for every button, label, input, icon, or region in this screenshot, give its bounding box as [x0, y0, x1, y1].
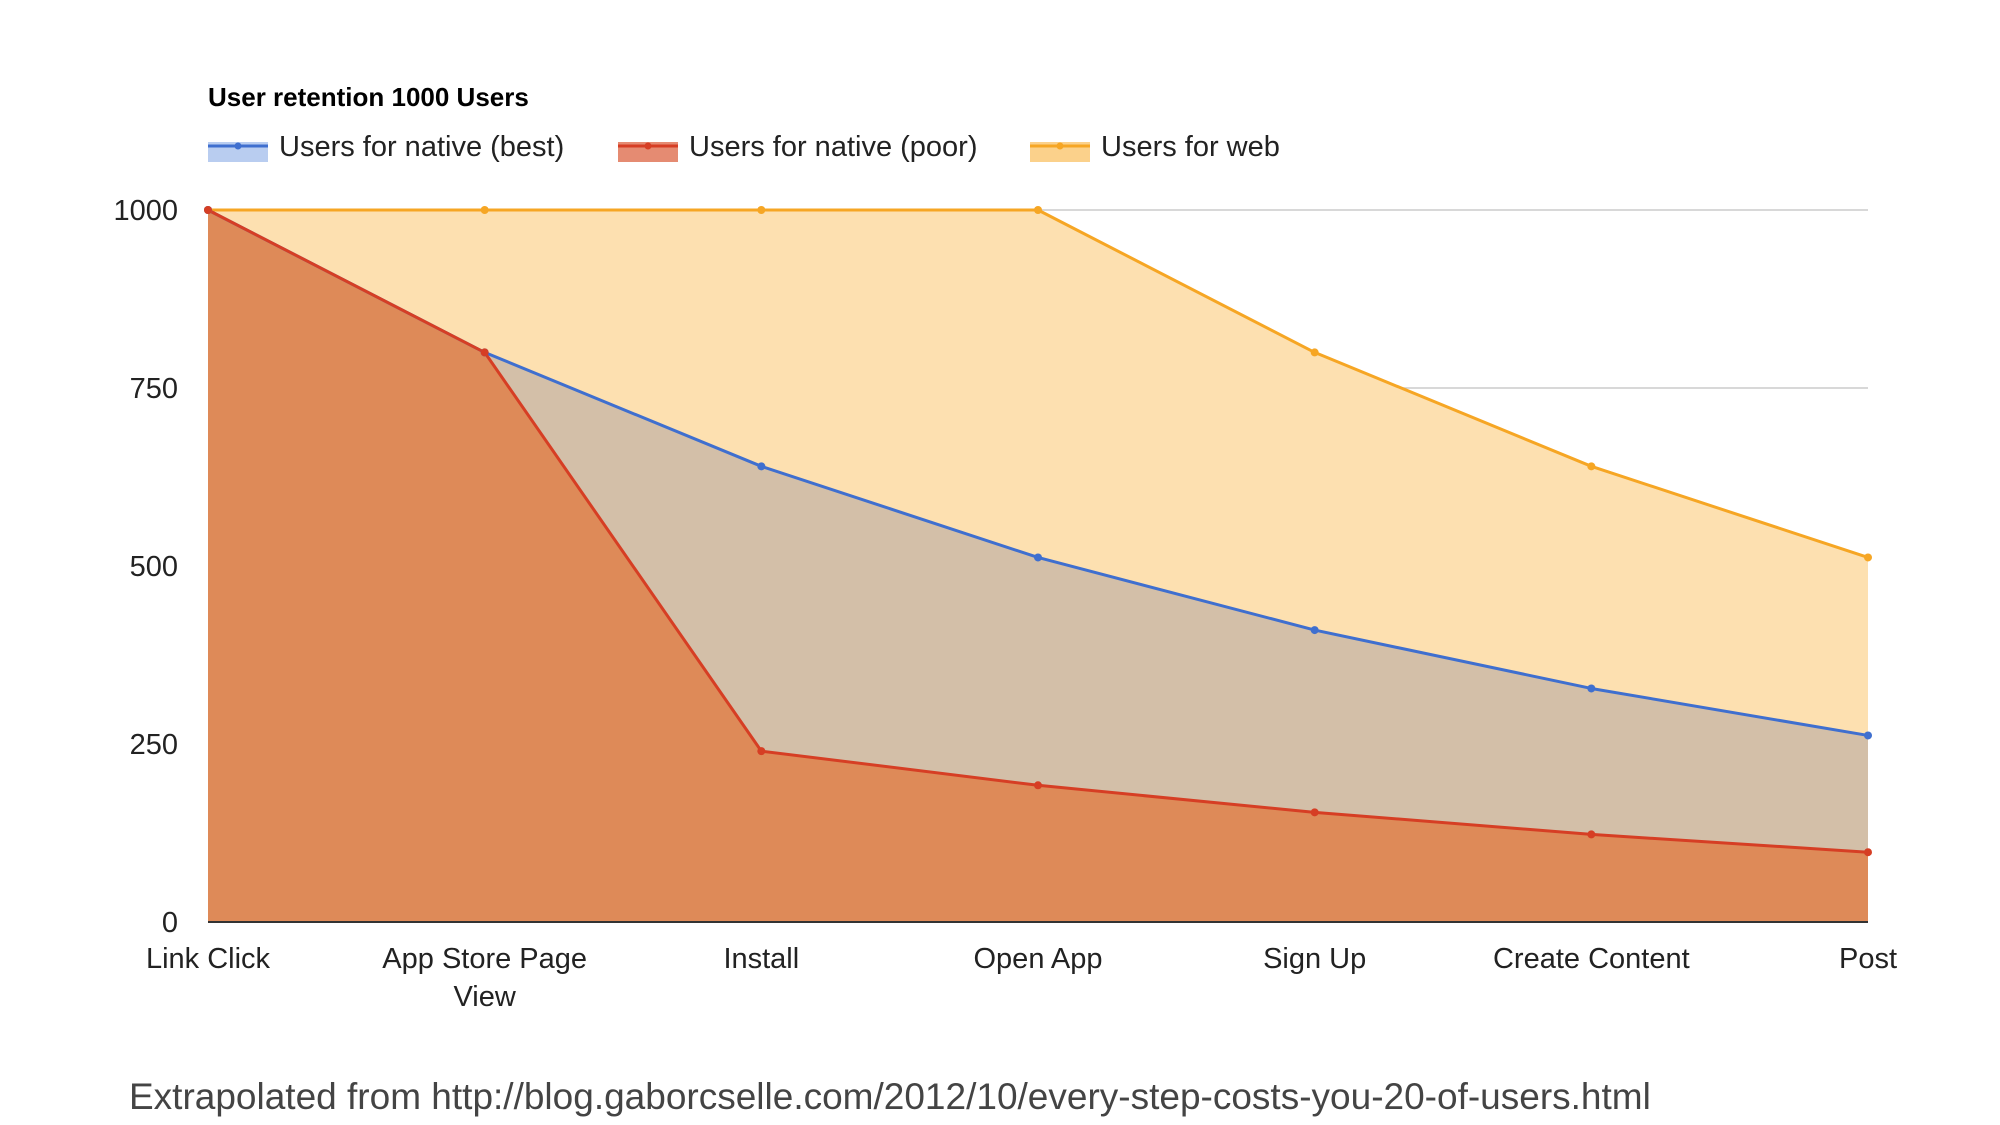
x-tick-label: Sign Up — [1263, 943, 1366, 975]
x-tick-label: Create Content — [1493, 943, 1690, 975]
y-tick-label: 1000 — [113, 195, 178, 227]
legend-label-users-for-web: Users for web — [1101, 131, 1280, 163]
y-tick-label: 0 — [162, 907, 178, 939]
y-tick-label: 250 — [130, 729, 178, 761]
x-tick-label: Open App — [974, 943, 1103, 975]
data-point-users-for-native-best — [1864, 731, 1872, 740]
data-point-users-for-native-best — [1587, 684, 1596, 693]
y-tick-label: 500 — [130, 551, 178, 583]
data-point-users-for-native-best — [1034, 553, 1042, 562]
legend-label-users-for-native-poor: Users for native (poor) — [689, 131, 978, 163]
x-tick-label: App Store Page View — [382, 943, 587, 1013]
legend-marker — [1056, 142, 1064, 150]
legend-label-users-for-native-best: Users for native (best) — [279, 131, 564, 163]
data-point-users-for-native-poor — [480, 348, 489, 357]
data-point-users-for-native-poor — [757, 747, 766, 756]
data-point-users-for-web — [1587, 462, 1596, 471]
data-point-users-for-native-best — [1310, 626, 1319, 635]
x-axis-ticks: Link Click App Store Page View Install Open … — [146, 943, 1897, 1013]
data-point-users-for-native-poor — [1864, 848, 1872, 857]
x-tick-label: Link Click — [146, 943, 271, 975]
chart-legend: Users for native (best) Users for native … — [208, 131, 1280, 163]
area-fills — [208, 210, 1868, 922]
data-point-users-for-native-poor — [1034, 781, 1042, 790]
area-users-for-native-poor — [208, 210, 1868, 922]
data-point-users-for-native-best — [757, 462, 766, 471]
data-point-users-for-web — [1864, 553, 1872, 562]
legend-marker — [644, 142, 652, 150]
data-point-users-for-native-poor — [1310, 808, 1319, 817]
data-points — [204, 206, 1872, 857]
x-tick-label: Post — [1839, 943, 1897, 975]
data-point-users-for-web — [480, 206, 489, 214]
x-tick-label: Install — [723, 943, 799, 975]
legend-marker — [234, 142, 242, 150]
chart-title: User retention 1000 Users — [208, 82, 529, 112]
data-point-users-for-native-poor — [1587, 830, 1596, 839]
source-note: Extrapolated from http://blog.gaborcsell… — [129, 1076, 1651, 1117]
data-point-users-for-web — [1034, 206, 1042, 214]
data-point-users-for-native-poor — [204, 206, 212, 214]
data-point-users-for-web — [1310, 348, 1319, 357]
y-axis-ticks: 0 250 500 750 1000 — [113, 195, 178, 939]
y-tick-label: 750 — [130, 373, 178, 405]
data-point-users-for-web — [757, 206, 766, 214]
